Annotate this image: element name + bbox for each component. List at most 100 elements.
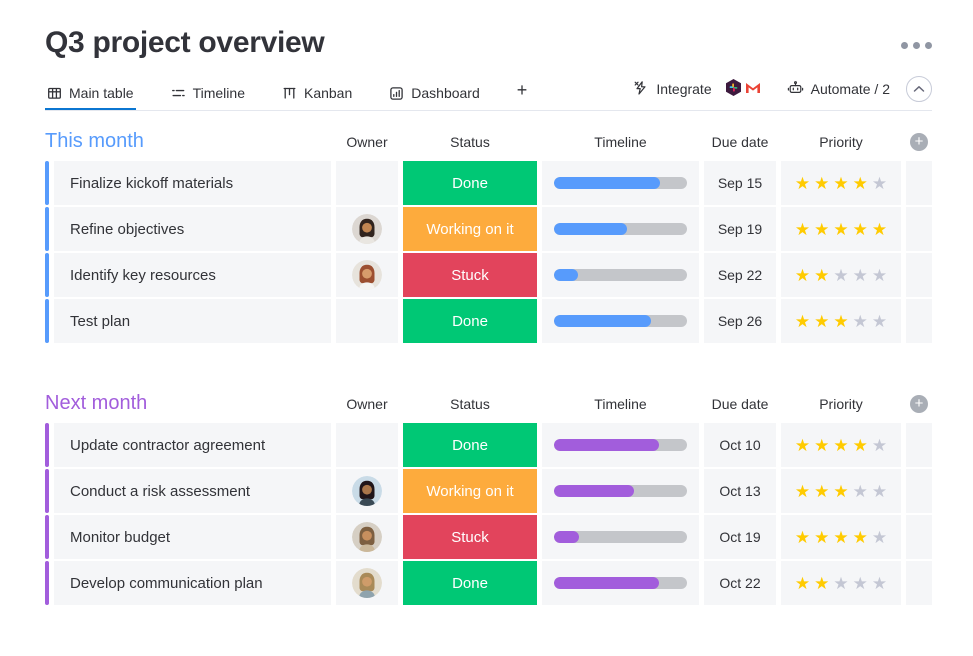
timeline-cell[interactable] <box>542 207 699 251</box>
star-filled-icon[interactable]: ★ <box>833 173 849 193</box>
timeline-cell[interactable] <box>542 161 699 205</box>
star-filled-icon[interactable]: ★ <box>833 435 849 455</box>
star-filled-icon[interactable]: ★ <box>833 481 849 501</box>
priority-cell[interactable]: ★ ★ ★ ★ ★ <box>781 299 901 343</box>
star-filled-icon[interactable]: ★ <box>794 573 811 593</box>
table-row[interactable]: Monitor budget Stuck Oct 19 ★ ★ ★ ★ ★ <box>45 515 932 559</box>
star-filled-icon[interactable]: ★ <box>814 265 830 285</box>
star-filled-icon[interactable]: ★ <box>852 435 868 455</box>
integrate-button[interactable]: Integrate <box>633 78 760 100</box>
star-empty-icon[interactable]: ★ <box>852 481 868 501</box>
star-empty-icon[interactable]: ★ <box>871 265 888 285</box>
star-filled-icon[interactable]: ★ <box>794 311 811 331</box>
star-filled-icon[interactable]: ★ <box>814 435 830 455</box>
task-name[interactable]: Finalize kickoff materials <box>54 161 331 205</box>
star-filled-icon[interactable]: ★ <box>794 481 811 501</box>
star-empty-icon[interactable]: ★ <box>871 435 888 455</box>
tab-timeline[interactable]: Timeline <box>169 85 247 110</box>
priority-cell[interactable]: ★ ★ ★ ★ ★ <box>781 161 901 205</box>
star-filled-icon[interactable]: ★ <box>794 173 811 193</box>
task-name[interactable]: Refine objectives <box>54 207 331 251</box>
star-empty-icon[interactable]: ★ <box>852 573 868 593</box>
star-empty-icon[interactable]: ★ <box>871 573 888 593</box>
star-filled-icon[interactable]: ★ <box>814 219 830 239</box>
due-date[interactable]: Oct 22 <box>704 561 776 605</box>
owner-cell[interactable] <box>336 299 398 343</box>
status-badge[interactable]: Stuck <box>403 253 537 297</box>
owner-cell[interactable] <box>336 253 398 297</box>
status-badge[interactable]: Working on it <box>403 207 537 251</box>
star-empty-icon[interactable]: ★ <box>833 265 849 285</box>
column-header-timeline[interactable]: Timeline <box>594 396 647 412</box>
owner-cell[interactable] <box>336 161 398 205</box>
add-column-button[interactable]: + <box>910 395 928 413</box>
task-name[interactable]: Monitor budget <box>54 515 331 559</box>
table-row[interactable]: Test plan Done Sep 26 ★ ★ ★ ★ ★ <box>45 299 932 343</box>
due-date[interactable]: Sep 15 <box>704 161 776 205</box>
priority-cell[interactable]: ★ ★ ★ ★ ★ <box>781 423 901 467</box>
table-row[interactable]: Identify key resources Stuck Sep 22 ★ ★ ★ ★… <box>45 253 932 297</box>
table-row[interactable]: Refine objectives Working on it Sep 19 ★… <box>45 207 932 251</box>
status-badge[interactable]: Done <box>403 561 537 605</box>
star-filled-icon[interactable]: ★ <box>871 219 888 239</box>
star-filled-icon[interactable]: ★ <box>833 219 849 239</box>
task-name[interactable]: Conduct a risk assessment <box>54 469 331 513</box>
priority-cell[interactable]: ★ ★ ★ ★ ★ <box>781 515 901 559</box>
due-date[interactable]: Sep 26 <box>704 299 776 343</box>
star-filled-icon[interactable]: ★ <box>794 219 811 239</box>
task-name[interactable]: Update contractor agreement <box>54 423 331 467</box>
collapse-header-button[interactable] <box>906 76 932 102</box>
column-header-status[interactable]: Status <box>450 396 490 412</box>
column-header-due-date[interactable]: Due date <box>711 134 769 150</box>
priority-cell[interactable]: ★ ★ ★ ★ ★ <box>781 253 901 297</box>
task-name[interactable]: Develop communication plan <box>54 561 331 605</box>
due-date[interactable]: Sep 22 <box>704 253 776 297</box>
due-date[interactable]: Oct 13 <box>704 469 776 513</box>
star-filled-icon[interactable]: ★ <box>814 481 830 501</box>
star-empty-icon[interactable]: ★ <box>833 573 849 593</box>
star-filled-icon[interactable]: ★ <box>814 527 830 547</box>
group-title[interactable]: Next month <box>45 392 148 414</box>
star-empty-icon[interactable]: ★ <box>871 311 888 331</box>
table-row[interactable]: Finalize kickoff materials Done Sep 15 ★… <box>45 161 932 205</box>
timeline-cell[interactable] <box>542 253 699 297</box>
column-header-due-date[interactable]: Due date <box>711 396 769 412</box>
column-header-priority[interactable]: Priority <box>819 134 863 150</box>
star-empty-icon[interactable]: ★ <box>871 527 888 547</box>
star-filled-icon[interactable]: ★ <box>814 311 830 331</box>
star-filled-icon[interactable]: ★ <box>814 173 830 193</box>
status-badge[interactable]: Stuck <box>403 515 537 559</box>
table-row[interactable]: Develop communication plan Done Oct 22 ★… <box>45 561 932 605</box>
due-date[interactable]: Oct 10 <box>704 423 776 467</box>
star-filled-icon[interactable]: ★ <box>852 219 868 239</box>
star-filled-icon[interactable]: ★ <box>852 527 868 547</box>
column-header-timeline[interactable]: Timeline <box>594 134 647 150</box>
table-row[interactable]: Conduct a risk assessment Working on it … <box>45 469 932 513</box>
add-view-button[interactable]: + <box>516 80 528 100</box>
star-filled-icon[interactable]: ★ <box>794 435 811 455</box>
star-filled-icon[interactable]: ★ <box>794 265 811 285</box>
star-empty-icon[interactable]: ★ <box>871 173 888 193</box>
status-badge[interactable]: Working on it <box>403 469 537 513</box>
tab-main-table[interactable]: Main table <box>45 85 136 110</box>
group-title[interactable]: This month <box>45 130 144 152</box>
status-badge[interactable]: Done <box>403 423 537 467</box>
task-name[interactable]: Test plan <box>54 299 331 343</box>
star-empty-icon[interactable]: ★ <box>852 311 868 331</box>
timeline-cell[interactable] <box>542 469 699 513</box>
priority-cell[interactable]: ★ ★ ★ ★ ★ <box>781 207 901 251</box>
priority-cell[interactable]: ★ ★ ★ ★ ★ <box>781 469 901 513</box>
table-row[interactable]: Update contractor agreement Done Oct 10 … <box>45 423 932 467</box>
timeline-cell[interactable] <box>542 299 699 343</box>
tab-dashboard[interactable]: Dashboard <box>387 85 482 110</box>
timeline-cell[interactable] <box>542 423 699 467</box>
tab-kanban[interactable]: Kanban <box>280 85 354 110</box>
star-filled-icon[interactable]: ★ <box>833 527 849 547</box>
owner-cell[interactable] <box>336 515 398 559</box>
due-date[interactable]: Oct 19 <box>704 515 776 559</box>
column-header-owner[interactable]: Owner <box>346 396 388 412</box>
timeline-cell[interactable] <box>542 561 699 605</box>
star-filled-icon[interactable]: ★ <box>852 173 868 193</box>
star-empty-icon[interactable]: ★ <box>871 481 888 501</box>
owner-cell[interactable] <box>336 469 398 513</box>
